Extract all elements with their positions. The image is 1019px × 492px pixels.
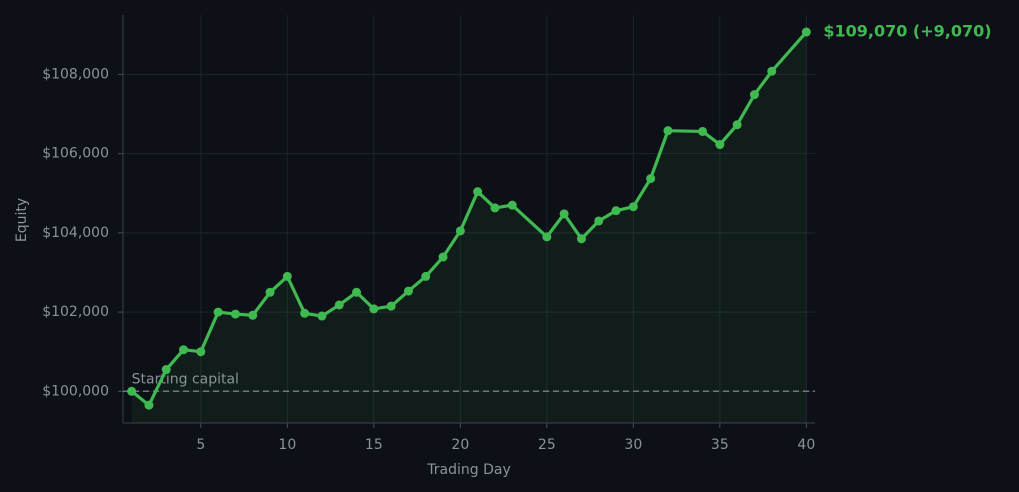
y-tick-label: $100,000	[42, 383, 109, 399]
point	[507, 200, 517, 210]
point	[127, 386, 137, 396]
y-axis-label: Equity	[14, 198, 30, 242]
area-fill	[131, 32, 807, 423]
point	[801, 27, 811, 37]
x-tick-label: 25	[538, 437, 556, 453]
point	[213, 307, 223, 317]
point	[646, 174, 656, 184]
point	[542, 232, 552, 242]
point	[230, 309, 240, 319]
point	[403, 286, 413, 296]
y-tick-label: $102,000	[42, 304, 109, 320]
point	[282, 271, 292, 281]
x-tick-label: 30	[624, 437, 642, 453]
x-tick-label: 5	[196, 437, 205, 453]
point	[144, 400, 154, 410]
point	[386, 301, 396, 311]
point	[265, 287, 275, 297]
y-tick-label: $106,000	[42, 146, 109, 162]
x-tick-label: 10	[278, 437, 296, 453]
point	[473, 187, 483, 197]
point	[732, 120, 742, 130]
point	[628, 202, 638, 212]
point	[196, 347, 206, 357]
point	[559, 209, 569, 219]
point	[421, 271, 431, 281]
x-axis-label: Trading Day	[426, 462, 510, 478]
point	[715, 140, 725, 150]
point	[663, 126, 673, 136]
point	[594, 216, 604, 226]
x-tick-label: 40	[797, 437, 815, 453]
point	[300, 308, 310, 318]
x-tick-label: 35	[711, 437, 729, 453]
point	[334, 300, 344, 310]
point	[161, 365, 171, 375]
x-tick-label: 15	[365, 437, 383, 453]
y-tick-label: $104,000	[42, 225, 109, 241]
point	[438, 252, 448, 262]
annotation: $109,070 (+9,070)	[823, 22, 991, 41]
point	[490, 203, 500, 213]
point	[248, 310, 258, 320]
point	[576, 234, 586, 244]
point	[749, 90, 759, 100]
point	[455, 226, 465, 236]
point	[611, 206, 621, 216]
y-tick-label: $108,000	[42, 66, 109, 82]
point	[352, 287, 362, 297]
point	[369, 304, 379, 314]
point	[767, 66, 777, 76]
point	[698, 126, 708, 136]
point	[317, 311, 327, 321]
point	[179, 345, 189, 355]
x-tick-label: 20	[451, 437, 469, 453]
